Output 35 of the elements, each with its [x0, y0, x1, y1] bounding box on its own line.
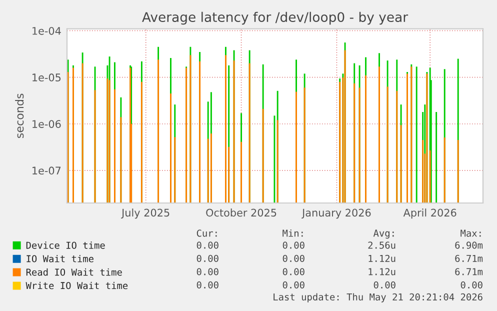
text: 2.56u: [368, 242, 396, 249]
text: 1.12u: [368, 268, 396, 276]
x-tick-label: April 2026: [403, 208, 456, 219]
chart-title: Average latency for /dev/loop0 - by year: [142, 12, 408, 25]
text: 0.00: [282, 254, 304, 262]
y-tick-label: 1e-07: [32, 166, 61, 175]
text: 0.00: [460, 281, 482, 289]
text: 1.12u: [368, 254, 396, 262]
text: Avg:: [373, 230, 394, 239]
y-tick-label: 1e-05: [32, 74, 61, 82]
text: 0.00: [282, 281, 304, 289]
legend-label: IO Wait time: [26, 254, 94, 262]
y-tick-label: 1e-04: [32, 26, 61, 35]
text: 0.00: [196, 281, 218, 289]
text: 6.71m: [455, 254, 483, 262]
text: 0.00: [196, 268, 218, 276]
text: 0.00: [196, 242, 218, 249]
legend-label: Read IO Wait time: [26, 268, 122, 276]
text: 0.00: [374, 281, 396, 289]
text: 0.00: [196, 254, 218, 262]
text: Last update: Thu May 21 20:21:04 2026: [274, 293, 482, 302]
text: Cur:: [196, 230, 217, 237]
text: Min:: [282, 229, 303, 237]
text: 6.90m: [455, 242, 483, 249]
legend-label: Device IO time: [26, 242, 105, 249]
text: 0.00: [282, 242, 304, 249]
text: 0.00: [282, 268, 304, 276]
text: 6.71m: [455, 268, 483, 276]
y-axis-title: seconds: [15, 94, 24, 138]
x-tick-label: January 2026: [302, 208, 371, 219]
legend-label: Write IO Wait time: [26, 282, 128, 290]
text: Max:: [460, 230, 481, 237]
x-tick-label: October 2025: [206, 208, 276, 217]
x-tick-label: July 2025: [121, 208, 170, 219]
y-tick-label: 1e-06: [32, 120, 61, 128]
